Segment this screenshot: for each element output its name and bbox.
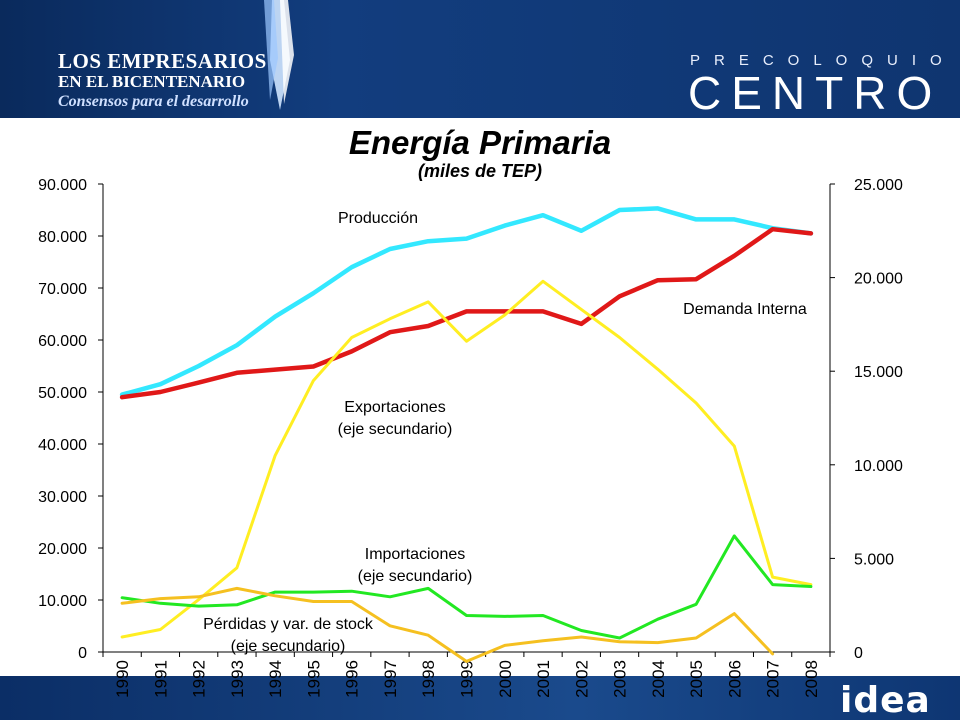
annotation-importaciones: Importaciones (eje secundario) — [325, 544, 505, 588]
x-tick-label: 2004 — [649, 660, 668, 698]
x-tick-label: 1995 — [304, 660, 323, 698]
y-left-tick-label: 90.000 — [38, 177, 87, 194]
series-line-perdidas — [120, 586, 775, 663]
x-tick-label: 2003 — [611, 660, 630, 698]
x-tick-label: 1992 — [190, 660, 209, 698]
brand-subtitle: PRECOLOQUIO — [690, 52, 956, 69]
y-right-tick-label: 10.000 — [854, 458, 903, 475]
logo-line-2: EN EL BICENTENARIO — [58, 72, 246, 91]
annotation-importaciones-line2: (eje secundario) — [357, 568, 473, 585]
logo-line-1: LOS EMPRESARIOS — [58, 49, 267, 73]
y-left-tick-label: 0 — [78, 645, 87, 662]
annotation-exportaciones: Exportaciones (eje secundario) — [305, 397, 485, 441]
ribbon-logo-icon — [264, 0, 294, 110]
y-left-tick-label: 40.000 — [38, 437, 87, 454]
x-tick-label: 1998 — [419, 660, 438, 698]
annotation-exportaciones-line1: Exportaciones — [344, 399, 446, 416]
y-left-tick-label: 20.000 — [38, 541, 87, 558]
annotation-importaciones-line1: Importaciones — [364, 546, 466, 563]
header-banner — [0, 0, 960, 118]
x-tick-label: 1994 — [266, 660, 285, 698]
footer-banner — [0, 676, 960, 720]
y-left-tick-label: 30.000 — [38, 489, 87, 506]
logo-line-3: Consensos para el desarrollo — [58, 93, 249, 110]
y-left-tick-label: 60.000 — [38, 333, 87, 350]
y-right-tick-label: 25.000 — [854, 177, 903, 194]
organizer-logo: LOS EMPRESARIOS EN EL BICENTENARIO Conse… — [58, 50, 267, 112]
x-tick-label: 2001 — [534, 660, 553, 698]
annotation-perdidas-line2: (eje secundario) — [230, 638, 346, 655]
x-tick-label: 2002 — [572, 660, 591, 698]
annotation-demanda-text: Demanda Interna — [683, 301, 807, 318]
x-tick-label: 1991 — [151, 660, 170, 698]
x-tick-label: 2007 — [764, 660, 783, 698]
annotation-demanda: Demanda Interna — [660, 299, 830, 321]
y-left-tick-label: 80.000 — [38, 229, 87, 246]
x-tick-label: 1996 — [343, 660, 362, 698]
x-tick-label: 1999 — [458, 660, 477, 698]
x-tick-label: 2008 — [802, 660, 821, 698]
y-right-tick-label: 5.000 — [854, 551, 894, 568]
x-tick-label: 2006 — [725, 660, 744, 698]
idea-logo: idea — [840, 680, 931, 721]
chart-subtitle: (miles de TEP) — [417, 161, 543, 181]
annotation-perdidas-line1: Pérdidas y var. de stock — [203, 616, 373, 633]
x-tick-label: 1990 — [113, 660, 132, 698]
y-right-tick-label: 20.000 — [854, 271, 903, 288]
x-tick-label: 1993 — [228, 660, 247, 698]
y-right-tick-label: 15.000 — [854, 364, 903, 381]
y-right-tick-label: 0 — [854, 645, 863, 662]
x-tick-label: 1997 — [381, 660, 400, 698]
series-line-produccion — [119, 206, 814, 397]
y-left-tick-label: 70.000 — [38, 281, 87, 298]
annotation-produccion-text: Producción — [337, 210, 419, 227]
x-tick-label: 2005 — [687, 660, 706, 698]
series-line-importaciones — [120, 534, 813, 640]
brand-title: CENTRO — [688, 67, 943, 119]
annotation-perdidas: Pérdidas y var. de stock (eje secundario… — [178, 614, 398, 658]
y-left-tick-label: 50.000 — [38, 385, 87, 402]
annotation-produccion: Producción — [318, 208, 438, 230]
x-tick-label: 2000 — [496, 660, 515, 698]
annotation-exportaciones-line2: (eje secundario) — [337, 421, 453, 438]
y-left-tick-label: 10.000 — [38, 593, 87, 610]
chart-title: Energía Primaria — [348, 124, 612, 161]
series-line-exportaciones — [120, 279, 813, 639]
series-line-demanda — [119, 226, 814, 400]
